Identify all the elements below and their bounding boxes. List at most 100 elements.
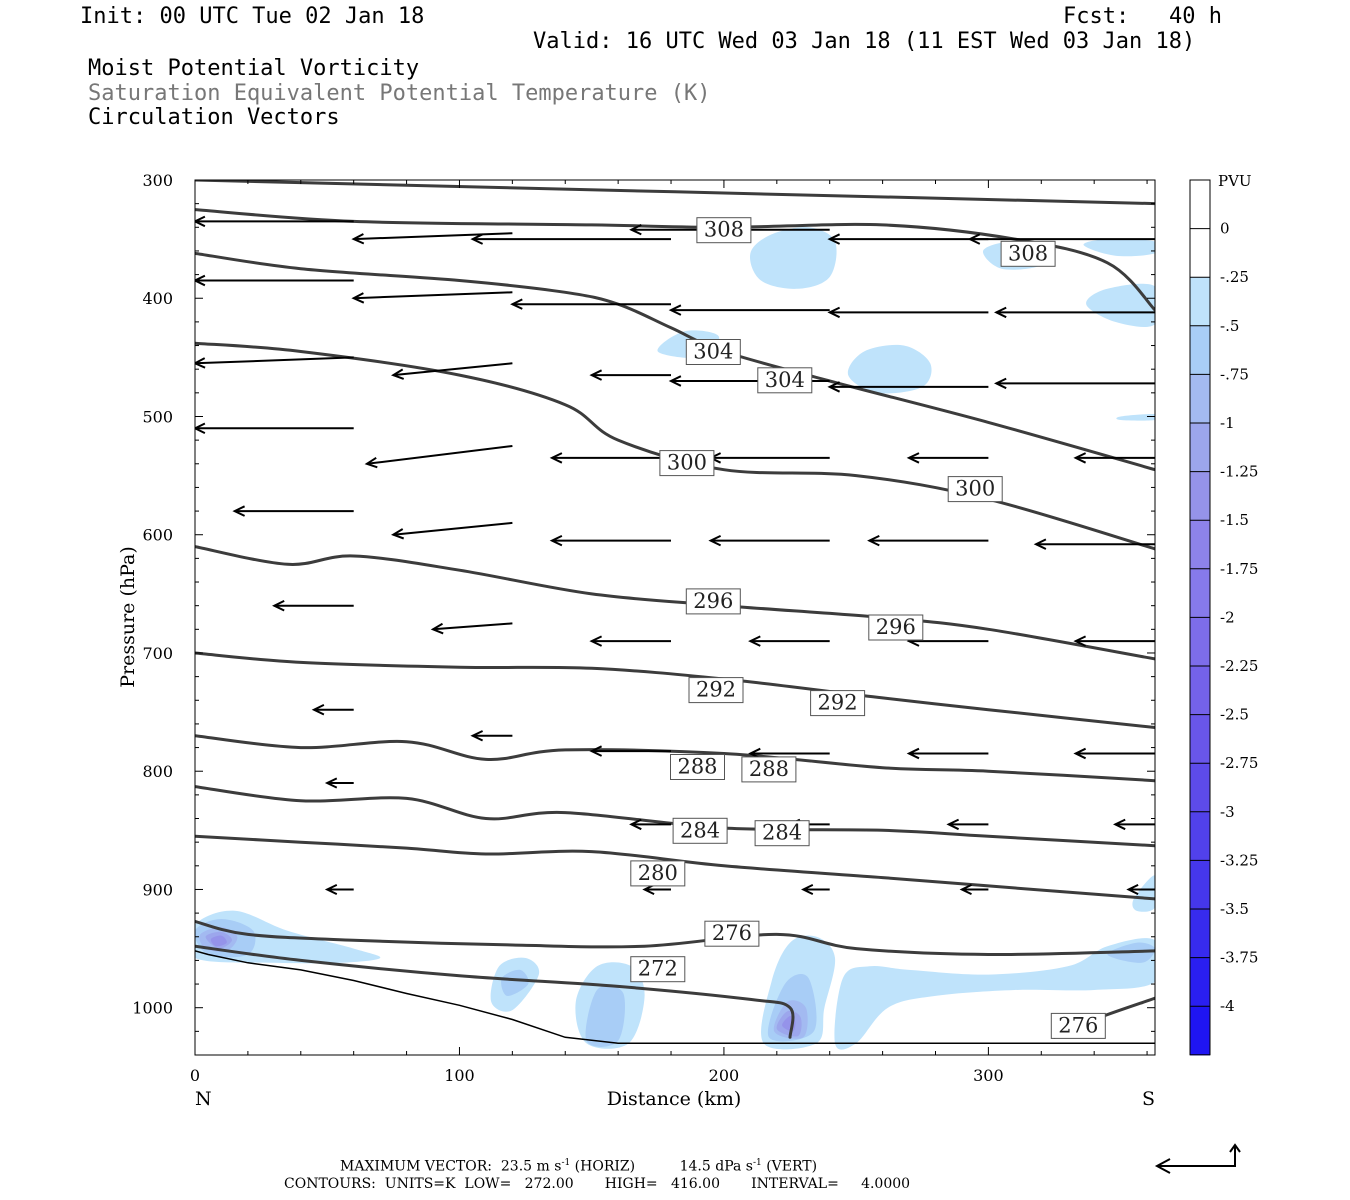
circulation-vector — [946, 818, 989, 831]
y-tick-label: 600 — [142, 526, 173, 545]
circulation-vector — [391, 521, 513, 540]
y-axis-title: Pressure (hPa) — [117, 546, 139, 688]
contour-label-text: 308 — [704, 218, 744, 242]
circulation-vector — [708, 452, 830, 464]
pv-shaded-region — [1086, 283, 1155, 328]
circulation-vector — [994, 377, 1155, 390]
contour-label: 284 — [754, 820, 810, 847]
contour-label-text: 288 — [677, 755, 717, 779]
colorbar-swatch — [1190, 325, 1210, 375]
field-title-theta-e: Saturation Equivalent Potential Temperat… — [88, 81, 711, 106]
colorbar-swatch — [1190, 374, 1210, 424]
y-tick-label: 400 — [142, 289, 173, 308]
x-axis-title: Distance (km) — [607, 1088, 742, 1110]
colorbar-level-label: -2.25 — [1220, 657, 1258, 675]
circulation-vector — [1073, 747, 1155, 760]
contour-label-text: 304 — [765, 368, 805, 392]
theta-e-contour-304 — [195, 251, 1155, 472]
contour-label-text: 272 — [638, 957, 678, 981]
vert-exponent: -1 — [752, 1158, 762, 1168]
theta-e-contour-280 — [195, 834, 1155, 901]
contour-label: 272 — [630, 956, 686, 983]
contour-label: 308 — [696, 217, 752, 244]
colorbar-level-label: -2.5 — [1220, 706, 1249, 724]
circulation-vector — [272, 600, 354, 612]
x-end-label-south: S — [1142, 1088, 1155, 1110]
pv-shaded-region — [834, 938, 1155, 1050]
circulation-vector — [959, 883, 989, 896]
contour-label: 300 — [659, 450, 715, 477]
circulation-vector — [549, 534, 671, 547]
colorbar-level-label: -4 — [1220, 997, 1235, 1015]
x-tick-label: 100 — [444, 1066, 475, 1085]
y-tick-label: 300 — [142, 171, 173, 190]
colorbar-level-label: -3 — [1220, 803, 1235, 821]
contour-label: 288 — [670, 754, 725, 780]
pv-shaded-region — [1083, 238, 1155, 257]
colorbar-level-label: -3.5 — [1220, 900, 1249, 918]
colorbar-level-label: -.5 — [1220, 317, 1239, 335]
pv-shaded-region — [847, 344, 932, 394]
contour-label: 276 — [704, 920, 760, 947]
contours-footer: CONTOURS: UNITS=K LOW= 272.00 HIGH= 416.… — [284, 1176, 911, 1192]
contour-label-text: 284 — [762, 821, 802, 845]
vert-vector-value: 14.5 dPa s — [679, 1158, 753, 1175]
theta-e-contour-292 — [195, 651, 1155, 729]
circulation-vector — [549, 452, 671, 464]
contour-label: 280 — [630, 860, 686, 887]
pv-shaded-region — [585, 985, 626, 1047]
colorbar-swatch — [1190, 471, 1210, 521]
circulation-vector — [364, 445, 513, 469]
contour-label-text: 280 — [638, 861, 678, 885]
x-tick-label: 0 — [190, 1066, 200, 1085]
circulation-vector — [391, 362, 513, 380]
contour-label-text: 292 — [696, 678, 736, 702]
circulation-vector — [470, 730, 513, 742]
circulation-vector — [195, 422, 354, 434]
contour-label: 288 — [741, 756, 797, 783]
x-tick-label: 200 — [709, 1066, 740, 1085]
colorbar-level-label: -3.75 — [1220, 949, 1258, 967]
colorbar-swatch — [1190, 568, 1210, 618]
colorbar-swatch — [1190, 228, 1210, 278]
x-end-label-north: N — [195, 1088, 212, 1110]
contour-label-text: 308 — [1008, 241, 1048, 265]
colorbar-swatch — [1190, 423, 1210, 473]
circulation-vector — [906, 747, 989, 760]
contour-label: 292 — [810, 690, 866, 717]
colorbar-swatch — [1190, 277, 1210, 327]
circulation-vector — [906, 452, 989, 464]
circulation-vector — [994, 306, 1155, 319]
colorbar-level-label: -2.75 — [1220, 754, 1258, 772]
circulation-vector — [629, 818, 671, 831]
horiz-vector-unit: (HORIZ) — [574, 1158, 636, 1175]
colorbar-unit: PVU — [1218, 172, 1252, 190]
circulation-vector — [642, 883, 671, 896]
contour-label: 296 — [685, 588, 741, 615]
horiz-vector-value: 23.5 m s — [500, 1158, 562, 1175]
circulation-vector — [589, 745, 671, 757]
circulation-vector — [748, 635, 830, 647]
circulation-vector — [1033, 538, 1155, 550]
colorbar-level-label: 0 — [1220, 220, 1230, 238]
colorbar-swatch — [1190, 520, 1210, 570]
colorbar-level-label: -1 — [1220, 414, 1235, 432]
theta-e-contour-272 — [195, 944, 795, 1039]
terrain-surface-line — [195, 950, 1155, 1044]
circulation-vector — [351, 232, 513, 245]
colorbar-swatch — [1190, 811, 1210, 861]
circulation-vector — [827, 381, 989, 393]
circulation-vector — [430, 622, 513, 635]
y-tick-label: 700 — [142, 644, 173, 663]
colorbar-swatch — [1190, 666, 1210, 716]
contour-label: 304 — [757, 367, 813, 394]
colorbar-level-label: -.75 — [1220, 365, 1249, 383]
circulation-vector — [324, 883, 354, 896]
forecast-hour: Fcst: 40 h — [1063, 4, 1222, 29]
colorbar-swatch — [1190, 714, 1210, 764]
pv-shaded-region — [1116, 413, 1155, 421]
circulation-vector — [311, 704, 354, 716]
contour-label-text: 276 — [1058, 1013, 1098, 1037]
circulation-vector — [470, 233, 671, 245]
